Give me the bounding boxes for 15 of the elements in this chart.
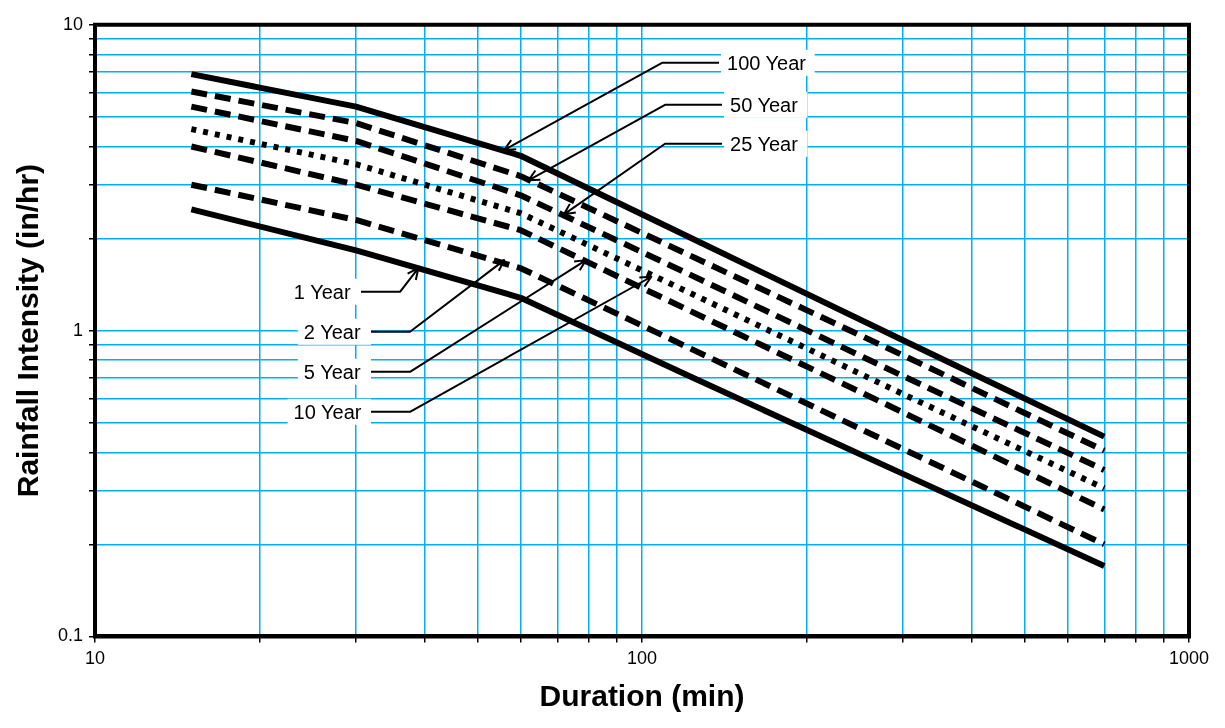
annotation: 2 Year — [303, 320, 361, 343]
x-tick-label: 1000 — [1168, 648, 1210, 669]
annotation: 100 Year — [727, 51, 807, 74]
annotation: 50 Year — [730, 93, 799, 116]
y-tick-label: 10 — [62, 13, 84, 34]
y-axis-title: Rainfall Intensity (in/hr) — [11, 163, 45, 498]
annotation: 25 Year — [730, 132, 799, 155]
x-tick-label: 100 — [626, 648, 658, 669]
y-tick-label: 1 — [73, 319, 84, 340]
annotation: 5 Year — [303, 360, 361, 383]
annotation: 10 Year — [293, 400, 362, 423]
x-tick-label: 10 — [85, 648, 106, 669]
annotation: 1 Year — [293, 280, 351, 303]
x-axis-title: Duration (min) — [539, 679, 745, 713]
y-tick-label: 0.1 — [57, 625, 84, 646]
